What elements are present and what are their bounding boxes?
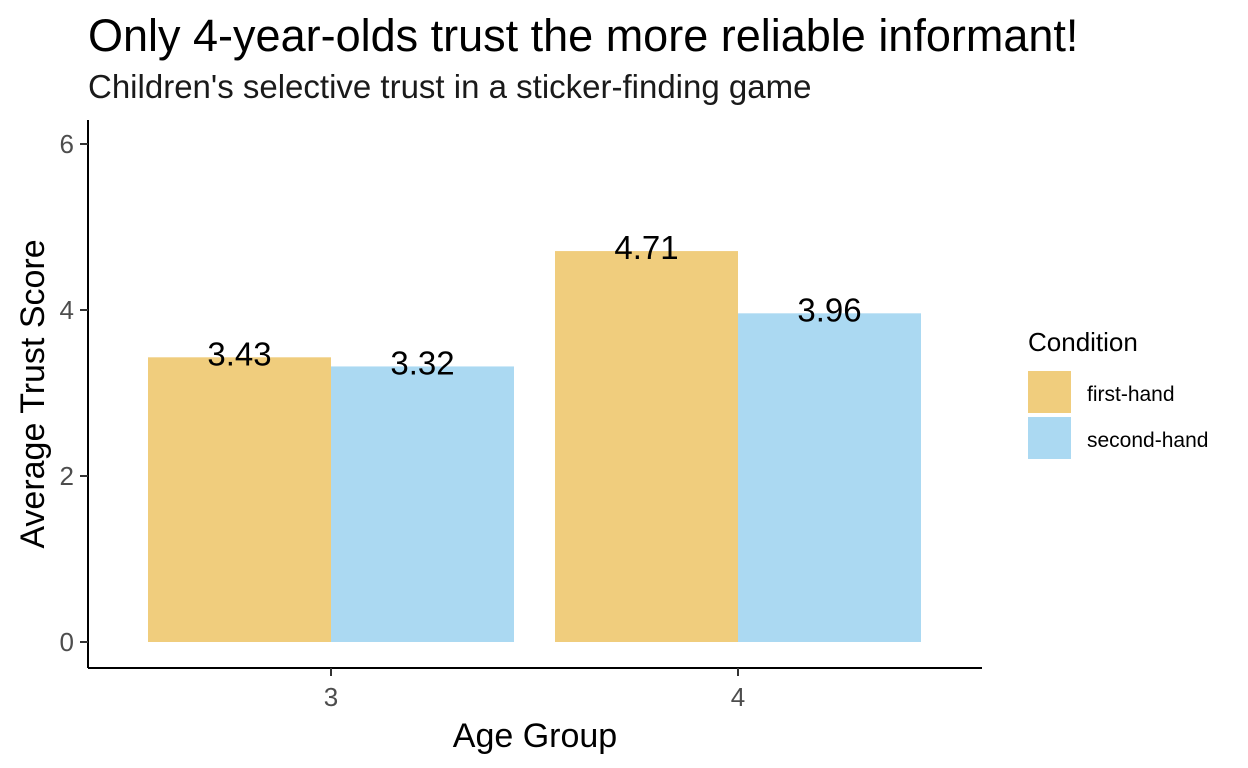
value-labels-layer: 3.43 4.71 3.32 3.96 (207, 229, 861, 381)
chart-title: Only 4-year-olds trust the more reliable… (88, 10, 1079, 61)
x-axis-title: Age Group (453, 717, 617, 755)
y-axis-ticks: 0 2 4 6 (60, 129, 88, 657)
y-tick-label: 6 (60, 129, 74, 159)
value-label-first-hand-age-4: 4.71 (614, 229, 678, 266)
legend-label-first-hand: first-hand (1087, 383, 1175, 406)
value-label-second-hand-age-4: 3.96 (797, 291, 861, 328)
y-axis-title: Average Trust Score (14, 239, 52, 548)
bar-second-hand-age-3 (331, 366, 514, 642)
bar-first-hand-age-3 (148, 357, 331, 642)
value-label-second-hand-age-3: 3.32 (390, 344, 454, 381)
legend: Condition first-hand second-hand (1028, 327, 1208, 459)
legend-swatch-second-hand (1028, 417, 1071, 459)
bar-second-hand-age-4 (738, 313, 921, 642)
bar-first-hand-age-4 (555, 251, 738, 642)
bars-layer (148, 251, 921, 642)
x-tick-label: 4 (731, 682, 745, 712)
y-tick-label: 4 (60, 295, 74, 325)
chart-subtitle: Children's selective trust in a sticker-… (88, 68, 812, 105)
value-label-first-hand-age-3: 3.43 (207, 335, 271, 372)
legend-label-second-hand: second-hand (1087, 429, 1208, 452)
y-tick-label: 2 (60, 461, 74, 491)
legend-title: Condition (1028, 327, 1138, 357)
y-tick-label: 0 (60, 627, 74, 657)
legend-swatch-first-hand (1028, 371, 1071, 413)
x-tick-label: 3 (324, 682, 338, 712)
